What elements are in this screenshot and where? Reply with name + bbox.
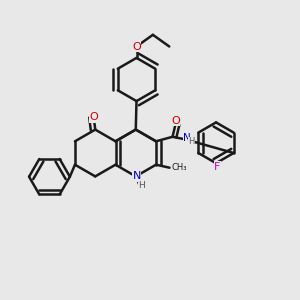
Text: N: N	[183, 133, 191, 143]
Text: H: H	[188, 137, 195, 146]
Text: O: O	[132, 41, 141, 52]
Text: H: H	[138, 182, 145, 190]
Text: N: N	[133, 171, 141, 182]
Text: CH₃: CH₃	[172, 163, 188, 172]
Text: F: F	[214, 162, 221, 172]
Text: O: O	[89, 112, 98, 122]
Text: O: O	[171, 116, 180, 126]
